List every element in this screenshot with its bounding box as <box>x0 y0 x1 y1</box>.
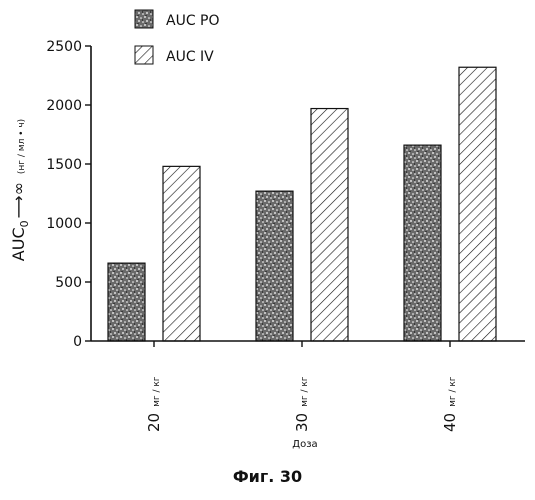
figure-caption: Фиг. 30 <box>0 467 535 486</box>
svg-text:30мг / кг: 30 мг / кг <box>293 376 311 432</box>
legend: AUC PO AUC IV <box>135 10 220 65</box>
y-tick-label: 2000 <box>46 98 82 114</box>
x-tick-unit: мг / кг <box>300 376 310 407</box>
bar-auc-iv-20 <box>163 166 200 341</box>
y-tick-label: 1000 <box>46 216 82 232</box>
x-tick-unit: мг / кг <box>448 376 458 407</box>
x-tick-label: 30 мг / кг <box>293 376 311 432</box>
y-tick-label: 1500 <box>46 157 82 173</box>
y-label-arrow: ⟶ <box>9 195 28 218</box>
bar-auc-po-40 <box>404 145 441 341</box>
bars <box>108 67 496 341</box>
x-tick-unit: мг / кг <box>152 376 162 407</box>
y-axis: 0 500 1000 1500 2000 2500 <box>46 39 91 350</box>
y-label-infinity: ∞ <box>9 182 28 195</box>
svg-text:20мг / кг: 20 мг / кг <box>145 376 163 432</box>
legend-label-auc-po: AUC PO <box>166 13 220 29</box>
x-tick-number: 30 <box>293 413 311 432</box>
y-tick-label: 2500 <box>46 39 82 55</box>
bar-auc-iv-40 <box>459 67 496 341</box>
x-tick-number: 40 <box>441 413 459 432</box>
y-tick-label: 500 <box>55 275 82 291</box>
x-tick-label: 40 мг / кг <box>441 376 459 432</box>
y-axis-label: AUC0 ⟶∞ (нг / мл • ч) <box>9 119 31 261</box>
y-tick-label: 0 <box>73 334 82 350</box>
x-axis-label: Доза <box>292 439 317 450</box>
legend-label-auc-iv: AUC IV <box>166 49 214 65</box>
svg-text:40мг / кг: 40 мг / кг <box>441 376 459 432</box>
y-label-auc: AUC <box>9 227 28 261</box>
x-axis: 20 мг / кг 30 мг / кг 40 мг / кг <box>91 341 525 432</box>
svg-text:AUC0⟶∞(нг / мл • ч): AUC0 ⟶∞ (нг / мл • ч) <box>9 119 31 261</box>
legend-swatch-auc-iv <box>135 46 153 64</box>
y-label-subscript: 0 <box>18 220 31 227</box>
legend-swatch-auc-po <box>135 10 153 28</box>
y-label-unit: (нг / мл • ч) <box>17 119 27 174</box>
bar-auc-iv-30 <box>311 109 348 341</box>
x-tick-label: 20 мг / кг <box>145 376 163 432</box>
x-tick-number: 20 <box>145 413 163 432</box>
bar-auc-po-20 <box>108 263 145 341</box>
bar-auc-po-30 <box>256 191 293 341</box>
